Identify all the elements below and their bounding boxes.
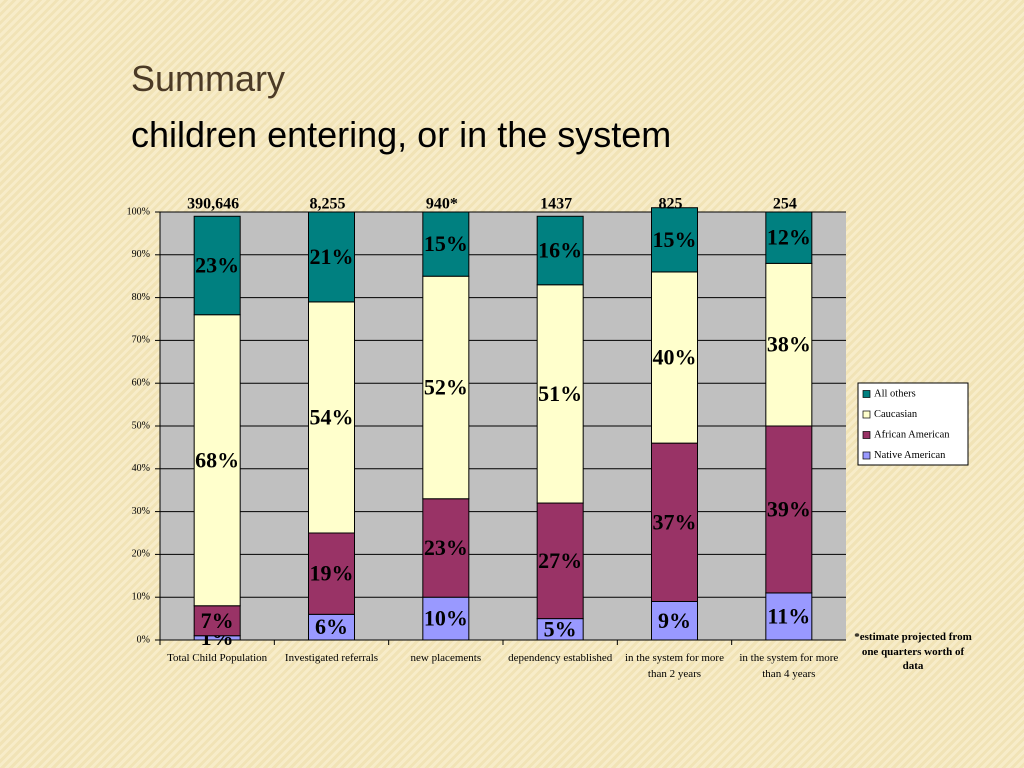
- y-tick-label: 60%: [132, 377, 150, 388]
- bar-segment: [651, 271, 698, 444]
- x-tick-label: Total Child Population: [167, 652, 268, 664]
- data-label: 21%: [310, 244, 354, 269]
- data-label: 23%: [424, 535, 468, 560]
- bar-segment: [422, 211, 470, 277]
- data-label: 7%: [201, 608, 234, 633]
- bar-segment: [308, 301, 355, 534]
- bar-segment: [308, 211, 355, 303]
- bar-segment: [765, 592, 813, 641]
- total-label: 1437: [540, 196, 572, 213]
- bar-segment: [422, 498, 470, 598]
- data-label: 68%: [195, 447, 239, 472]
- legend-label: African American: [874, 429, 950, 440]
- y-tick-label: 30%: [132, 506, 150, 517]
- legend-swatch: [862, 431, 871, 439]
- data-label: 15%: [653, 227, 697, 252]
- y-tick-label: 100%: [127, 206, 150, 217]
- y-tick-label: 70%: [132, 335, 150, 346]
- y-tick-label: 80%: [132, 292, 150, 303]
- total-label: 825: [659, 196, 683, 213]
- data-label: 6%: [315, 614, 348, 639]
- bar-segment: [422, 275, 470, 500]
- bar-segment: [765, 211, 813, 264]
- data-label: 16%: [538, 238, 582, 263]
- data-label: 38%: [767, 332, 811, 357]
- bar-segment: [651, 207, 698, 273]
- data-label: 19%: [310, 561, 354, 586]
- data-label: 23%: [195, 253, 239, 278]
- data-label: 39%: [767, 497, 811, 522]
- legend-swatch: [862, 451, 871, 460]
- subtitle: children entering, or in the system: [131, 114, 672, 155]
- bar-segment: [193, 605, 241, 637]
- bar-segment: [651, 600, 698, 641]
- bar-segment: [422, 596, 470, 641]
- bar-segment: [765, 262, 813, 427]
- data-label: 27%: [538, 548, 582, 573]
- legend-label: All others: [874, 388, 916, 399]
- total-label: 8,255: [310, 196, 346, 213]
- y-tick-label: 10%: [132, 591, 150, 602]
- data-label: 15%: [424, 231, 468, 256]
- data-label: 40%: [653, 345, 697, 370]
- legend-label: Native American: [874, 450, 946, 461]
- x-tick-label: in the system for more than 2 years: [625, 652, 724, 680]
- data-label: 54%: [310, 404, 354, 429]
- legend-swatch: [862, 410, 871, 419]
- x-tick-label: new placements: [410, 652, 482, 664]
- data-label: 37%: [653, 509, 697, 534]
- data-label: 10%: [424, 606, 468, 631]
- data-label: 9%: [658, 608, 691, 633]
- legend-swatch: [862, 390, 871, 398]
- x-tick-label: Investigated referrals: [284, 652, 379, 664]
- y-tick-label: 50%: [132, 420, 150, 431]
- y-tick-label: 0%: [137, 634, 150, 645]
- y-tick-label: 20%: [132, 549, 150, 560]
- total-label: 254: [773, 196, 797, 213]
- x-tick-label: dependency established: [508, 652, 613, 664]
- bar-segment: [536, 215, 584, 286]
- total-label: 390,646: [187, 196, 239, 213]
- data-label: 52%: [424, 375, 468, 400]
- bar-segment: [308, 532, 355, 615]
- y-tick-label: 90%: [132, 249, 150, 260]
- data-label: 51%: [538, 381, 582, 406]
- bar-segment: [651, 442, 698, 602]
- bar-segment: [765, 425, 813, 594]
- data-label: 5%: [544, 616, 577, 641]
- total-label: 940*: [426, 196, 458, 213]
- data-label: 11%: [767, 604, 810, 629]
- bar-segment: [536, 284, 584, 504]
- title: Summary: [131, 58, 286, 99]
- footnote: *estimate projected from one quarters wo…: [854, 631, 972, 672]
- legend-label: Caucasian: [874, 409, 918, 420]
- bar-segment: [193, 215, 241, 316]
- data-label: 12%: [767, 225, 811, 250]
- legend-box: [857, 382, 969, 466]
- x-tick-label: in the system for more than 4 years: [739, 652, 839, 680]
- y-tick-label: 40%: [132, 463, 150, 474]
